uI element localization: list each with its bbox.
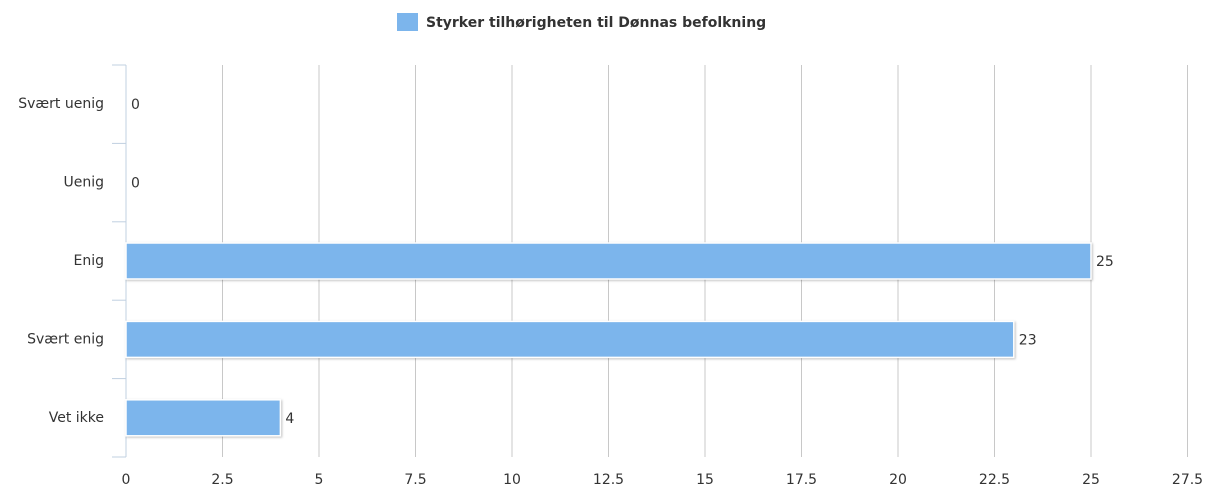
bar: [125, 242, 1092, 280]
y-tick-label: Uenig: [63, 175, 104, 191]
x-tick-label: 12.5: [593, 472, 624, 488]
x-tick-label: 25: [1082, 472, 1100, 488]
legend-swatch: [397, 13, 418, 31]
x-tick-label: 5: [315, 472, 324, 488]
x-tick-label: 7.5: [404, 472, 426, 488]
data-label: 0: [131, 97, 140, 113]
y-tick-label: Svært enig: [27, 331, 104, 347]
data-label: 23: [1019, 332, 1037, 348]
y-tick-label: Svært uenig: [18, 96, 104, 112]
x-tick-label: 27.5: [1172, 472, 1203, 488]
x-tick-label: 10: [503, 472, 521, 488]
x-tick-label: 22.5: [979, 472, 1010, 488]
x-tick-label: 20: [889, 472, 907, 488]
data-label: 0: [131, 176, 140, 192]
x-tick-label: 15: [696, 472, 714, 488]
y-tick-label: Vet ikke: [49, 410, 104, 426]
bar: [125, 399, 282, 437]
y-tick-label: Enig: [74, 253, 105, 269]
x-tick-label: 17.5: [786, 472, 817, 488]
x-tick-label: 0: [122, 472, 131, 488]
data-label: 4: [285, 411, 294, 427]
legend-label: Styrker tilhørigheten til Dønnas befolkn…: [426, 15, 766, 31]
data-label: 25: [1096, 254, 1114, 270]
x-tick-label: 2.5: [211, 472, 233, 488]
bar: [125, 320, 1015, 359]
